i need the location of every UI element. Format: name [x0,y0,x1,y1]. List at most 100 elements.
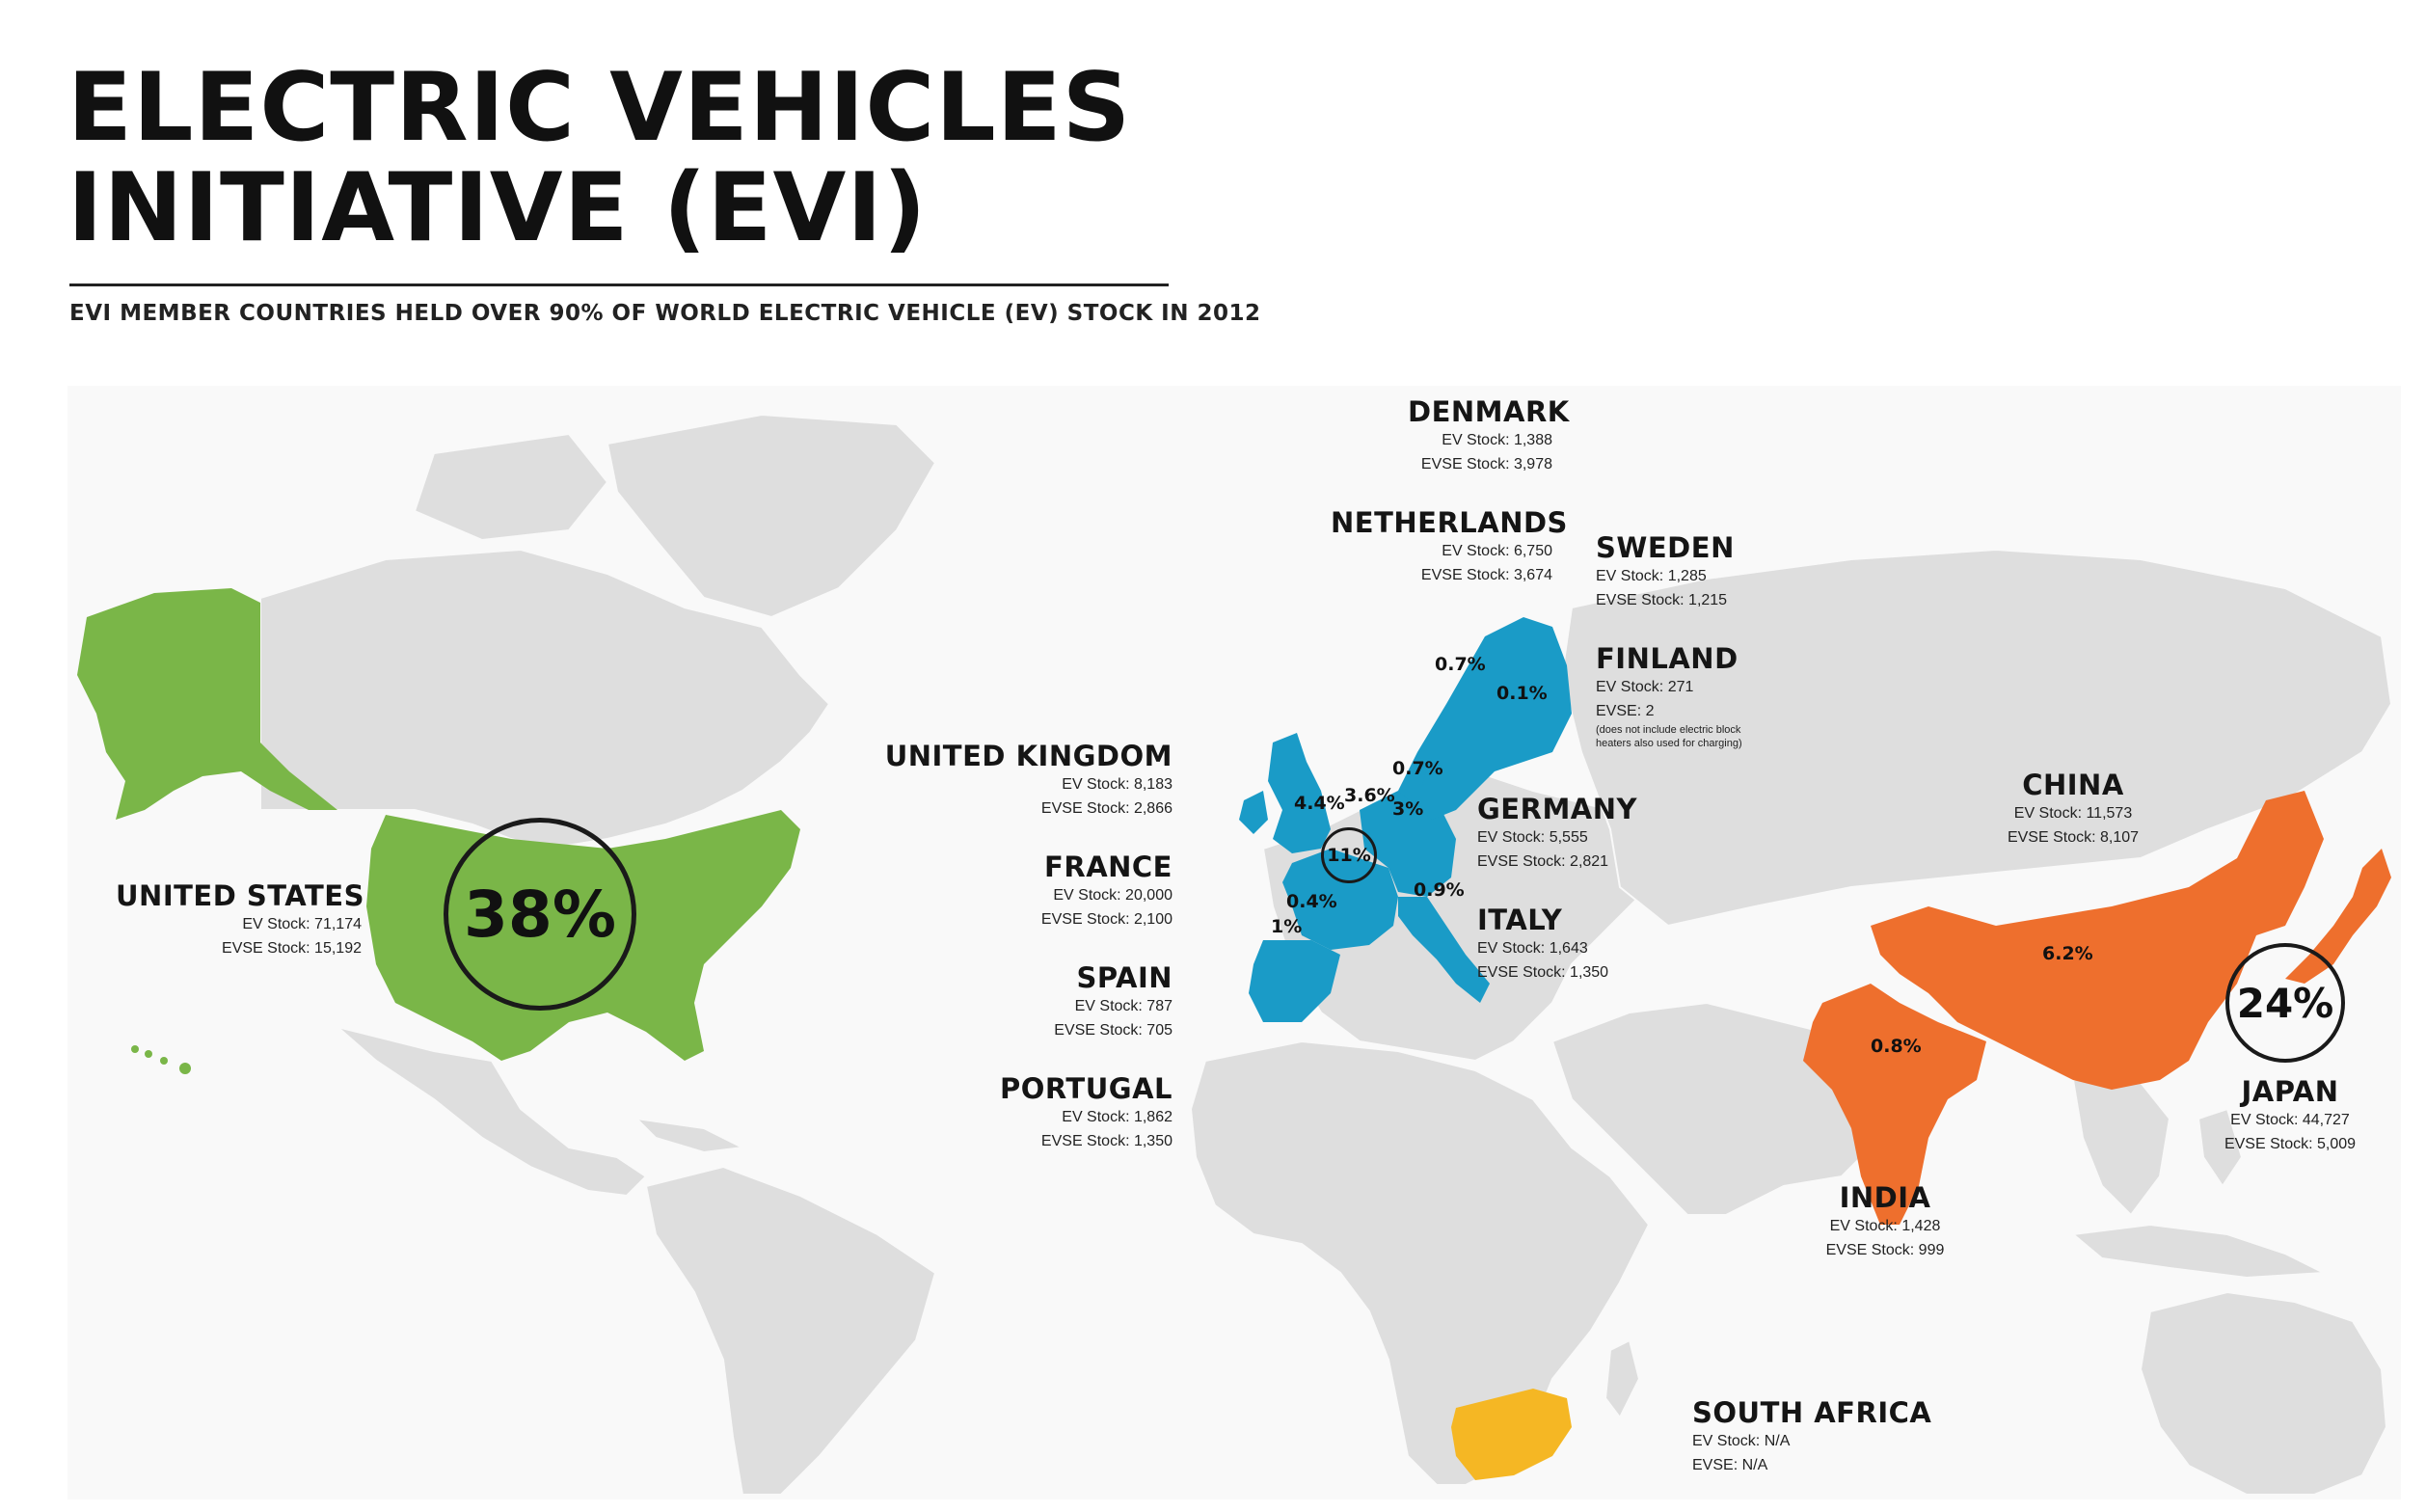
region-south-africa [1451,1389,1572,1480]
evse-stock: EVSE Stock: 3,978 [1420,456,1552,472]
country-name: FINLAND [1596,642,1739,675]
ev-stock: EV Stock: 787 [1074,998,1173,1014]
evse-stock: EVSE Stock: 2,100 [1040,911,1173,928]
share-value: 11% [1327,845,1371,866]
ev-stock: EV Stock: 1,862 [1062,1109,1173,1125]
share-value: 24% [2236,979,2334,1027]
label-spain: SPAIN EV Stock: 787 EVSE Stock: 705 [964,961,1173,1042]
share-netherlands: 3.6% [1344,785,1395,806]
label-sweden: SWEDEN EV Stock: 1,285 EVSE Stock: 1,215 [1596,531,1735,612]
region-hawaii [131,1045,191,1074]
label-south-africa: SOUTH AFRICA EV Stock: N/A EVSE: N/A [1692,1396,1931,1477]
ev-stock: EV Stock: 44,727 [2230,1112,2350,1128]
country-name: DENMARK [1408,395,1570,428]
label-finland: FINLAND EV Stock: 271 EVSE: 2 (does not … [1596,642,1742,750]
label-portugal: PORTUGAL EV Stock: 1,862 EVSE Stock: 1,3… [964,1072,1173,1153]
region-italy [1398,897,1490,1003]
title-line-1: ELECTRIC VEHICLES [67,53,1132,163]
country-name: ITALY [1477,904,1563,936]
label-china: CHINA EV Stock: 11,573 EVSE Stock: 8,107 [1996,769,2150,850]
ev-stock: EV Stock: 11,573 [2013,805,2133,822]
country-name: SWEDEN [1596,531,1735,564]
land-arctic-islands [413,432,609,542]
note-line-2: heaters also used for charging) [1596,738,1742,749]
share-spain: 0.4% [1286,891,1337,912]
label-india: INDIA EV Stock: 1,428 EVSE Stock: 999 [1813,1181,1957,1262]
land-mexico [337,1026,648,1198]
share-china: 6.2% [2042,943,2093,964]
share-india: 0.8% [1871,1036,1922,1057]
evse-stock: EVSE Stock: 3,674 [1420,567,1552,583]
evse-stock: EVSE: 2 [1596,703,1655,719]
evse-stock: EVSE Stock: 1,350 [1040,1133,1173,1149]
label-japan: JAPAN EV Stock: 44,727 EVSE Stock: 5,009 [2208,1075,2372,1156]
land-indonesia [2070,1223,2328,1280]
ev-stock: EV Stock: 1,285 [1596,568,1707,584]
country-name: NETHERLANDS [1331,506,1568,539]
ev-stock: EV Stock: 5,555 [1477,829,1588,846]
evse-stock: EVSE Stock: 5,009 [2224,1136,2357,1152]
ev-stock: EV Stock: 71,174 [242,916,362,932]
country-name: FRANCE [1044,850,1173,883]
region-united-kingdom [1268,733,1331,853]
land-greenland [606,413,937,619]
country-name: UNITED STATES [116,879,364,912]
label-united-states: UNITED STATES EV Stock: 71,174 EVSE Stoc… [116,879,364,960]
label-germany: GERMANY EV Stock: 5,555 EVSE Stock: 2,82… [1477,793,1637,874]
label-france: FRANCE EV Stock: 20,000 EVSE Stock: 2,10… [964,850,1173,932]
land-philippines [2197,1107,2244,1188]
title: ELECTRIC VEHICLES INITIATIVE (EVI) [67,58,1176,258]
ev-stock: EV Stock: 1,388 [1442,432,1552,448]
share-circle-japan: 24% [2225,943,2345,1063]
share-portugal: 1% [1271,916,1303,937]
share-italy: 0.9% [1414,879,1465,901]
ev-stock: EV Stock: 271 [1596,679,1694,695]
evse-stock: EVSE: N/A [1692,1457,1768,1473]
label-netherlands: NETHERLANDS EV Stock: 6,750 EVSE Stock: … [1331,506,1568,587]
evse-stock: EVSE Stock: 15,192 [222,940,362,957]
note-line-1: (does not include electric block [1596,724,1741,736]
land-australia [2139,1290,2388,1496]
share-united-kingdom: 4.4% [1294,793,1345,814]
region-india [1803,984,1986,1225]
country-name: SPAIN [1076,961,1173,994]
country-name: INDIA [1839,1181,1931,1214]
label-united-kingdom: UNITED KINGDOM EV Stock: 8,183 EVSE Stoc… [868,740,1173,821]
ev-stock: EV Stock: 1,428 [1829,1218,1941,1234]
evse-stock: EVSE Stock: 8,107 [2007,829,2140,846]
share-circle-united-states: 38% [444,818,636,1011]
ev-stock: EV Stock: N/A [1692,1433,1791,1449]
share-sweden: 0.7% [1435,654,1486,675]
share-value: 38% [464,877,616,952]
country-name: CHINA [2022,769,2124,801]
subtitle: EVI MEMBER COUNTRIES HELD OVER 90% OF WO… [69,301,1261,326]
land-south-america [644,1165,937,1496]
evse-stock: EVSE Stock: 1,350 [1477,964,1609,981]
country-name: GERMANY [1477,793,1638,825]
title-divider [69,284,1169,286]
title-line-2: INITIATIVE (EVI) [67,153,928,263]
region-ireland [1239,791,1268,834]
region-denmark [1422,762,1451,796]
share-denmark: 0.7% [1392,758,1443,779]
label-italy: ITALY EV Stock: 1,643 EVSE Stock: 1,350 [1477,904,1608,985]
region-spain-portugal [1249,940,1340,1022]
evse-stock: EVSE Stock: 2,866 [1040,800,1173,817]
evse-stock: EVSE Stock: 2,821 [1477,853,1609,870]
country-name: PORTUGAL [1000,1072,1173,1105]
evse-stock: EVSE Stock: 999 [1825,1242,1945,1258]
land-southeast-asia [2071,1068,2171,1217]
ev-stock: EV Stock: 1,643 [1477,940,1588,957]
ev-stock: EV Stock: 20,000 [1053,887,1173,904]
land-canada [259,548,831,850]
country-name: UNITED KINGDOM [884,740,1173,772]
land-madagascar [1604,1338,1641,1419]
land-russia [1560,548,2393,928]
country-name: JAPAN [2241,1075,2339,1108]
region-china [1871,791,2324,1090]
region-alaska [77,588,337,820]
share-finland: 0.1% [1496,683,1548,704]
land-caribbean [633,1117,746,1154]
share-germany: 3% [1392,798,1424,820]
share-circle-france: 11% [1321,827,1377,883]
